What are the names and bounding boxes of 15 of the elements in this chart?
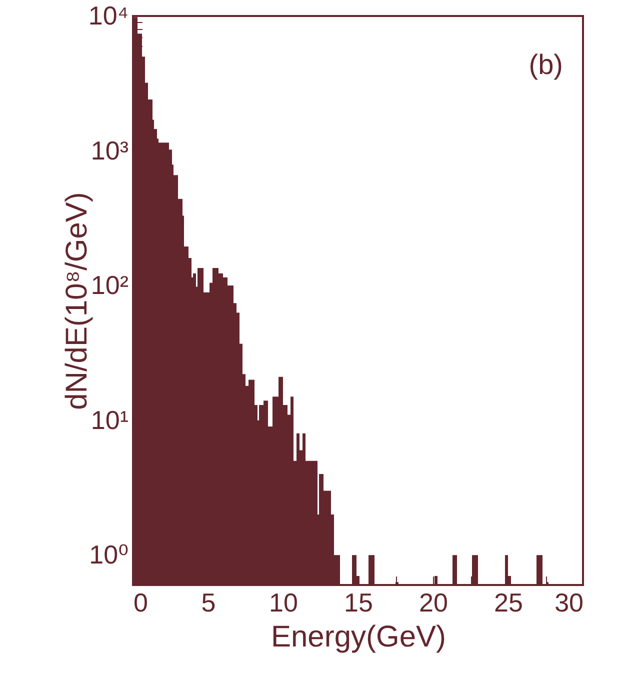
x-tick-label: 10 [269, 588, 298, 618]
y-tick-label: 10⁴ [88, 0, 128, 30]
annotation: (b) [528, 49, 563, 80]
x-tick-label: 15 [344, 588, 373, 618]
x-tick-label: 25 [494, 588, 523, 618]
y-axis-title: dN/dE(10⁸/GeV) [60, 192, 94, 410]
y-tick-label: 10³ [90, 135, 129, 166]
x-tick-label: 30 [554, 588, 584, 618]
x-tick-label: 5 [201, 588, 216, 618]
x-axis-title: Energy(GeV) [270, 620, 446, 654]
y-tick-label: 10² [90, 270, 129, 300]
y-tick-label: 10¹ [90, 404, 129, 435]
x-tick-label: 0 [134, 588, 148, 618]
y-tick-label: 10⁰ [89, 540, 128, 570]
x-tick-label: 20 [419, 588, 448, 618]
